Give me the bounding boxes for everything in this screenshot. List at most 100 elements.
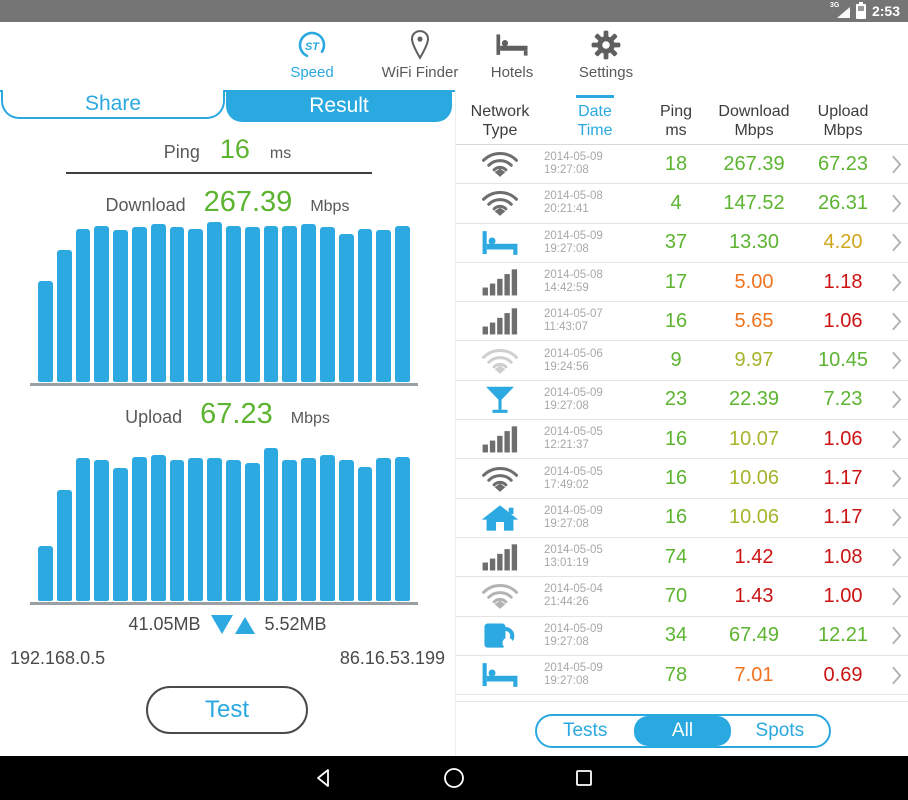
tab-share[interactable]: Share <box>1 90 225 119</box>
download-bytes: 41.05MB <box>128 614 201 634</box>
upload-cell: 1.08 <box>823 545 863 568</box>
upload-cell: 1.17 <box>823 467 863 490</box>
upload-chart <box>38 435 410 601</box>
download-cell: 1.43 <box>734 584 774 607</box>
ping-readout: Ping 16 ms <box>0 134 455 165</box>
download-cell: 147.52 <box>723 191 785 214</box>
download-unit: Mbps <box>310 198 350 215</box>
download-chart-baseline <box>30 383 418 386</box>
download-cell: 5.65 <box>734 309 774 332</box>
network-type-cell <box>456 543 544 571</box>
svg-text:ST: ST <box>305 41 320 53</box>
network-type-icon <box>481 268 519 296</box>
app-toolbar: ST Speed WiFi Finder Hotels <box>0 22 908 90</box>
table-row[interactable]: 2014-05-05 13:01:19 74 1.42 1.08 <box>456 538 908 578</box>
download-cell: 10.06 <box>728 467 780 490</box>
sort-indicator <box>576 95 614 98</box>
header-download[interactable]: Download Mbps <box>718 103 790 139</box>
remote-ip: 86.16.53.199 <box>339 648 445 668</box>
filter-tests[interactable]: Tests <box>562 720 608 741</box>
header-ping[interactable]: Ping ms <box>659 103 693 139</box>
header-date-time[interactable]: Date Time <box>544 94 646 140</box>
table-row[interactable]: 2014-05-09 19:27:08 23 22.39 7.23 <box>456 381 908 421</box>
ping-cell: 37 <box>664 231 688 254</box>
table-row[interactable]: 2014-05-09 19:27:08 16 10.06 1.17 <box>456 499 908 538</box>
download-cell: 1.42 <box>734 545 774 568</box>
upload-cell: 67.23 <box>817 152 869 175</box>
network-type-icon <box>481 504 519 532</box>
table-row[interactable]: 2014-05-06 19:24:56 9 9.97 10.45 <box>456 341 908 381</box>
nav-item-wifi-finder[interactable]: WiFi Finder <box>365 28 475 81</box>
filter-all[interactable]: All <box>633 716 732 746</box>
upload-cell: 0.69 <box>823 663 863 686</box>
table-row[interactable]: 2014-05-09 19:27:08 34 67.49 12.21 <box>456 617 908 656</box>
ping-label: Ping <box>163 142 200 162</box>
table-row[interactable]: 2014-05-08 14:42:59 17 5.00 1.18 <box>456 263 908 303</box>
chevron-right-icon <box>884 272 908 293</box>
ping-cell: 16 <box>664 467 688 490</box>
ping-cell: 70 <box>664 584 688 607</box>
filter-segmented-control: Tests All Spots <box>534 714 831 748</box>
network-type-cell <box>456 465 544 493</box>
network-type-label: 3G <box>829 2 840 9</box>
header-upload[interactable]: Upload Mbps <box>817 103 869 139</box>
nav-item-speed[interactable]: ST Speed <box>272 28 352 81</box>
ping-cell: 23 <box>664 388 688 411</box>
download-cell: 13.30 <box>728 231 780 254</box>
tab-result[interactable]: Result <box>226 90 452 122</box>
table-row[interactable]: 2014-05-05 12:21:37 16 10.07 1.06 <box>456 420 908 460</box>
date-time-cell: 2014-05-09 19:27:08 <box>544 386 603 412</box>
network-type-cell <box>456 268 544 296</box>
nav-item-hotels[interactable]: Hotels <box>477 28 547 81</box>
table-row[interactable]: 2014-05-09 19:27:08 18 267.39 67.23 <box>456 145 908 185</box>
network-type-icon <box>481 465 519 493</box>
table-row[interactable]: 2014-05-04 21:44:26 70 1.43 1.00 <box>456 577 908 617</box>
chevron-right-icon <box>884 547 908 568</box>
date-time-cell: 2014-05-04 21:44:26 <box>544 583 603 609</box>
date-time-cell: 2014-05-05 12:21:37 <box>544 426 603 452</box>
ip-addresses: 192.168.0.5 86.16.53.199 <box>10 648 445 669</box>
chevron-right-icon <box>884 468 908 489</box>
table-row[interactable]: 2014-05-09 19:27:08 37 13.30 4.20 <box>456 224 908 263</box>
results-table-body: 2014-05-09 19:27:08 18 267.39 67.23 2014-… <box>456 145 908 696</box>
recents-button[interactable] <box>562 762 606 794</box>
upload-readout: Upload 67.23 Mbps <box>0 398 455 431</box>
table-row[interactable]: 2014-05-09 19:27:08 78 7.01 0.69 <box>456 656 908 696</box>
bed-icon <box>477 28 547 62</box>
date-time-cell: 2014-05-08 20:21:41 <box>544 190 603 216</box>
status-clock: 2:53 <box>871 3 900 19</box>
table-row[interactable]: 2014-05-07 11:43:07 16 5.65 1.06 <box>456 302 908 342</box>
home-button[interactable] <box>432 762 476 794</box>
test-button[interactable]: Test <box>146 686 308 734</box>
back-button[interactable] <box>302 762 346 794</box>
network-type-icon <box>481 150 519 178</box>
gear-icon <box>565 28 647 62</box>
android-navigation-bar <box>0 756 908 800</box>
table-row[interactable]: 2014-05-08 20:21:41 4 147.52 26.31 <box>456 184 908 224</box>
network-type-cell <box>456 307 544 335</box>
date-time-cell: 2014-05-05 13:01:19 <box>544 544 603 570</box>
download-chart <box>38 219 410 382</box>
chevron-right-icon <box>884 154 908 175</box>
ping-divider <box>66 172 372 174</box>
clipped-row <box>456 695 908 703</box>
chevron-right-icon <box>884 625 908 646</box>
download-cell: 10.06 <box>728 506 780 529</box>
date-time-cell: 2014-05-07 11:43:07 <box>544 308 603 334</box>
upload-cell: 1.06 <box>823 309 863 332</box>
download-cell: 5.00 <box>734 270 774 293</box>
nav-label: Settings <box>578 64 634 81</box>
upload-chart-baseline <box>30 602 418 605</box>
download-cell: 67.49 <box>728 624 780 647</box>
upload-cell: 1.18 <box>823 270 863 293</box>
network-type-cell <box>456 425 544 453</box>
download-cell: 10.07 <box>728 427 780 450</box>
download-label: Download <box>105 195 186 215</box>
table-header: Network Type Date Time Ping ms Download Mbps… <box>456 90 908 145</box>
nav-item-settings[interactable]: Settings <box>565 28 647 81</box>
header-network-type[interactable]: Network Type <box>470 103 530 139</box>
network-type-cell <box>456 229 544 257</box>
filter-spots[interactable]: Spots <box>755 720 805 741</box>
date-time-cell: 2014-05-06 19:24:56 <box>544 347 603 373</box>
table-row[interactable]: 2014-05-05 17:49:02 16 10.06 1.17 <box>456 459 908 499</box>
